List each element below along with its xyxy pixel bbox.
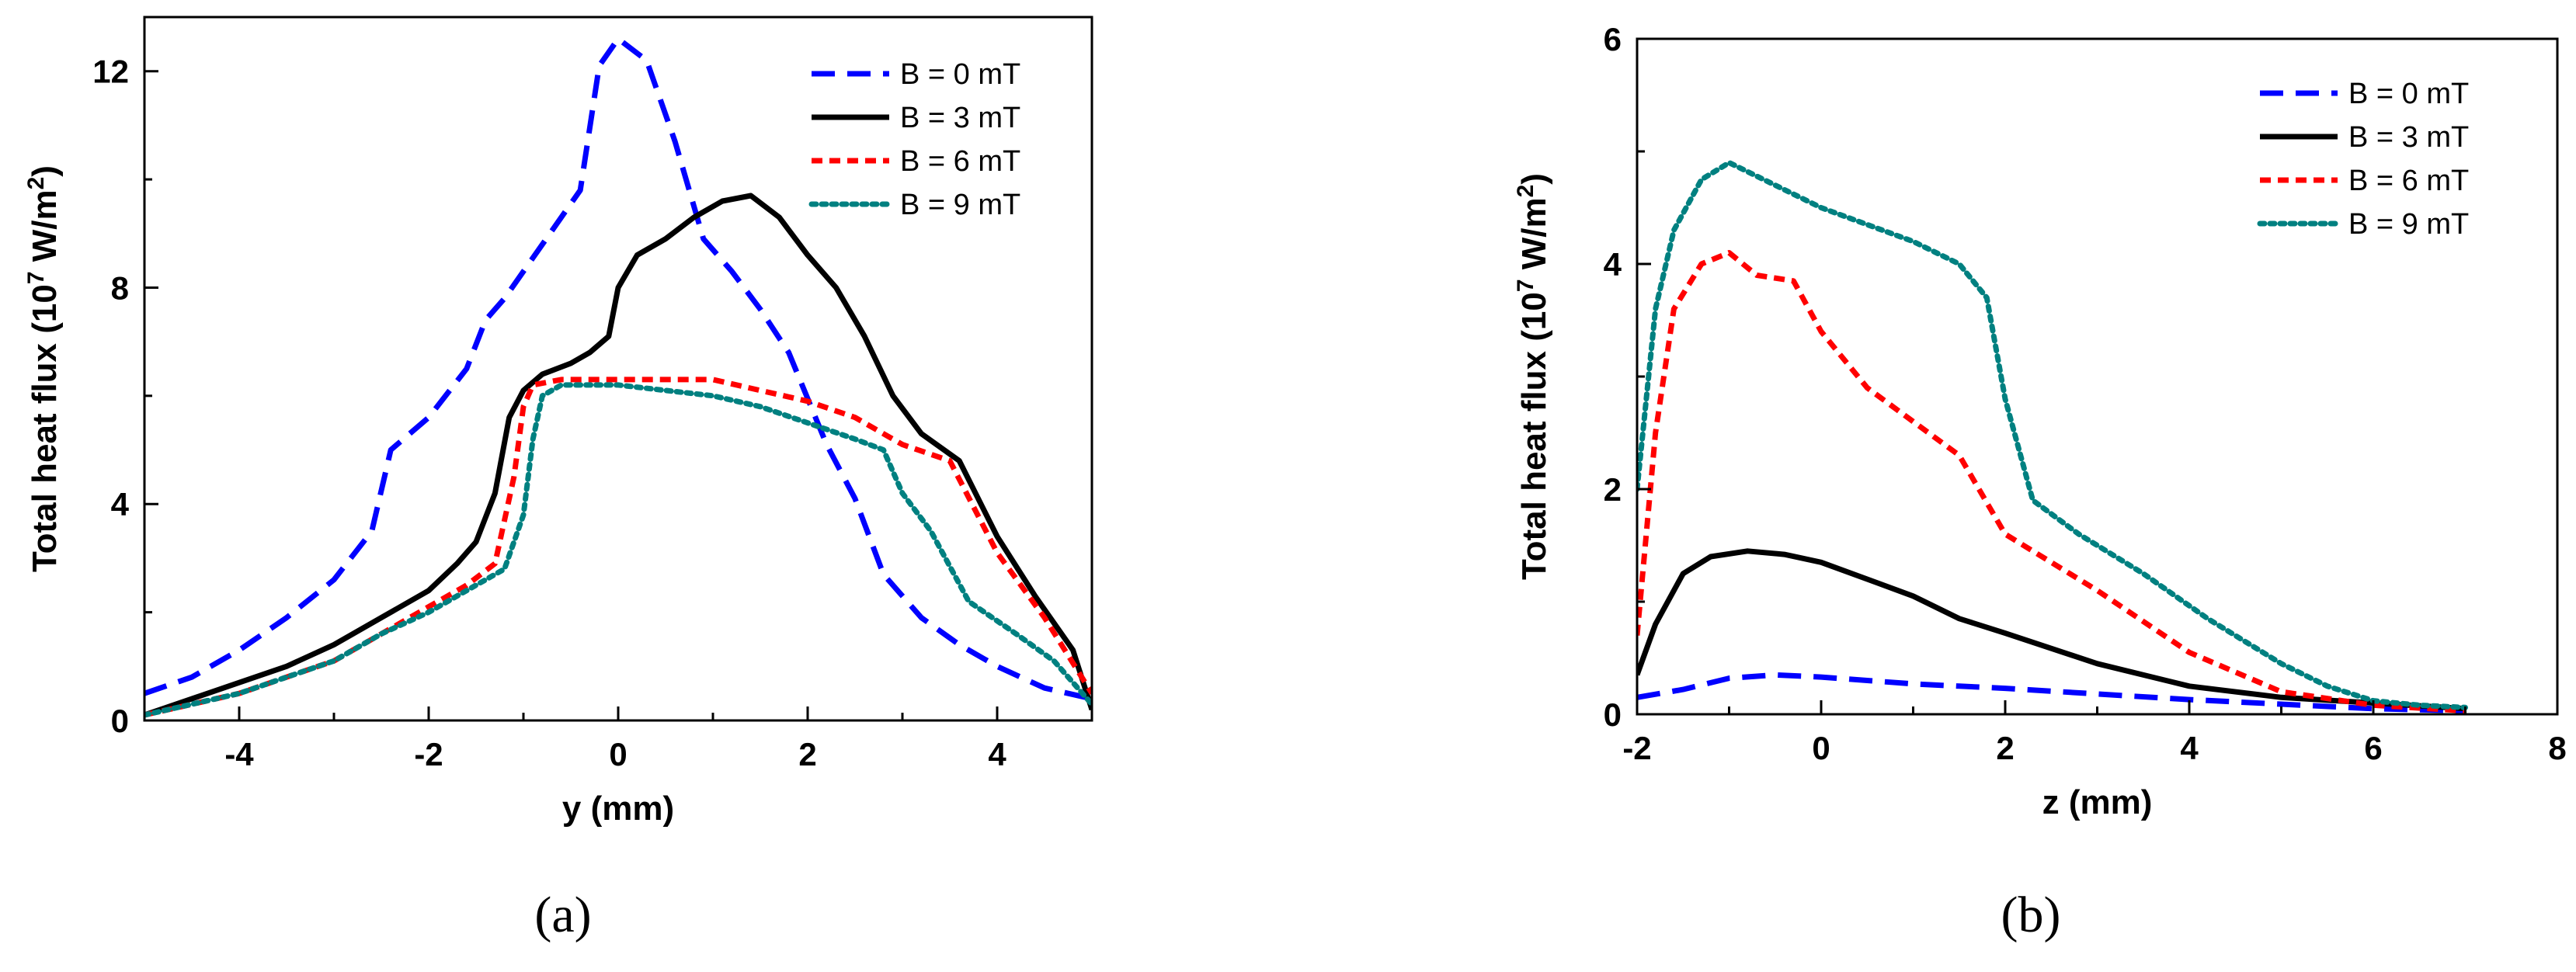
panel-a-x-tick-label: 4 [988,736,1006,772]
panel-a-legend-label-0: B = 0 mT [900,58,1020,91]
panel-b-legend-label-0: B = 0 mT [2348,78,2469,110]
panel-b-series-line-3 [1637,160,2468,710]
panel-b-series-line-0 [1637,672,2466,714]
panel-a-x-axis-title: y (mm) [562,790,674,828]
panel-b-legend-label-1: B = 3 mT [2348,121,2469,154]
panel-a-x-tick-label: 2 [798,736,816,772]
panel-a-y-axis-title: Total heat flux (107 W/m2) [23,165,64,572]
chart-panel-a: -4 -2 0 2 4 0 4 8 12 y (mm) Total heat flux (107 W… [23,16,1093,943]
panel-b-x-tick-label: 0 [1812,730,1830,766]
panel-a-x-tick-label: 0 [609,736,627,772]
panel-a-y-tick-label: 12 [92,54,129,90]
panel-b-legend-label-2: B = 6 mT [2348,165,2469,197]
panel-a-series-line-1 [144,193,1092,718]
panel-b-y-axis-title: Total heat flux (107 W/m2) [1513,173,1554,580]
panel-b-series-line-1 [1637,548,2466,712]
panel-b-y-tick-label: 4 [1604,246,1622,283]
panel-b-x-axis-title: z (mm) [2042,783,2153,821]
panel-a-y-tick-label: 4 [111,486,130,522]
panel-a-caption: (a) [534,887,591,943]
panel-b-y-tick-label: 2 [1604,471,1622,508]
panel-a-legend-label-1: B = 3 mT [900,102,1020,134]
panel-b-y-tick-label: 0 [1604,696,1622,733]
panel-b-x-tick-label: 2 [1996,730,2014,766]
panel-b-y-tick-label: 6 [1604,21,1622,57]
panel-a-series-line-0 [144,36,1092,702]
panel-a-x-tick-label: -2 [414,736,443,772]
panel-b-x-tick-label: -2 [1622,730,1651,766]
panel-b-series-line-2 [1637,250,2466,714]
panel-a-series-line-3 [144,382,1092,718]
panel-b-x-tick-label: 4 [2180,730,2199,766]
panel-a-y-tick-label: 0 [111,703,129,739]
panel-b-legend-label-3: B = 9 mT [2348,208,2469,241]
panel-b-x-tick-label: 8 [2548,730,2566,766]
panel-a-legend-label-3: B = 9 mT [900,189,1020,221]
panel-b-caption: (b) [2001,887,2061,943]
panel-a-legend-label-2: B = 6 mT [900,145,1020,178]
panel-a-x-tick-label: -4 [224,736,254,772]
panel-a-y-tick-label: 8 [111,269,129,306]
panel-b-x-tick-label: 6 [2364,730,2382,766]
